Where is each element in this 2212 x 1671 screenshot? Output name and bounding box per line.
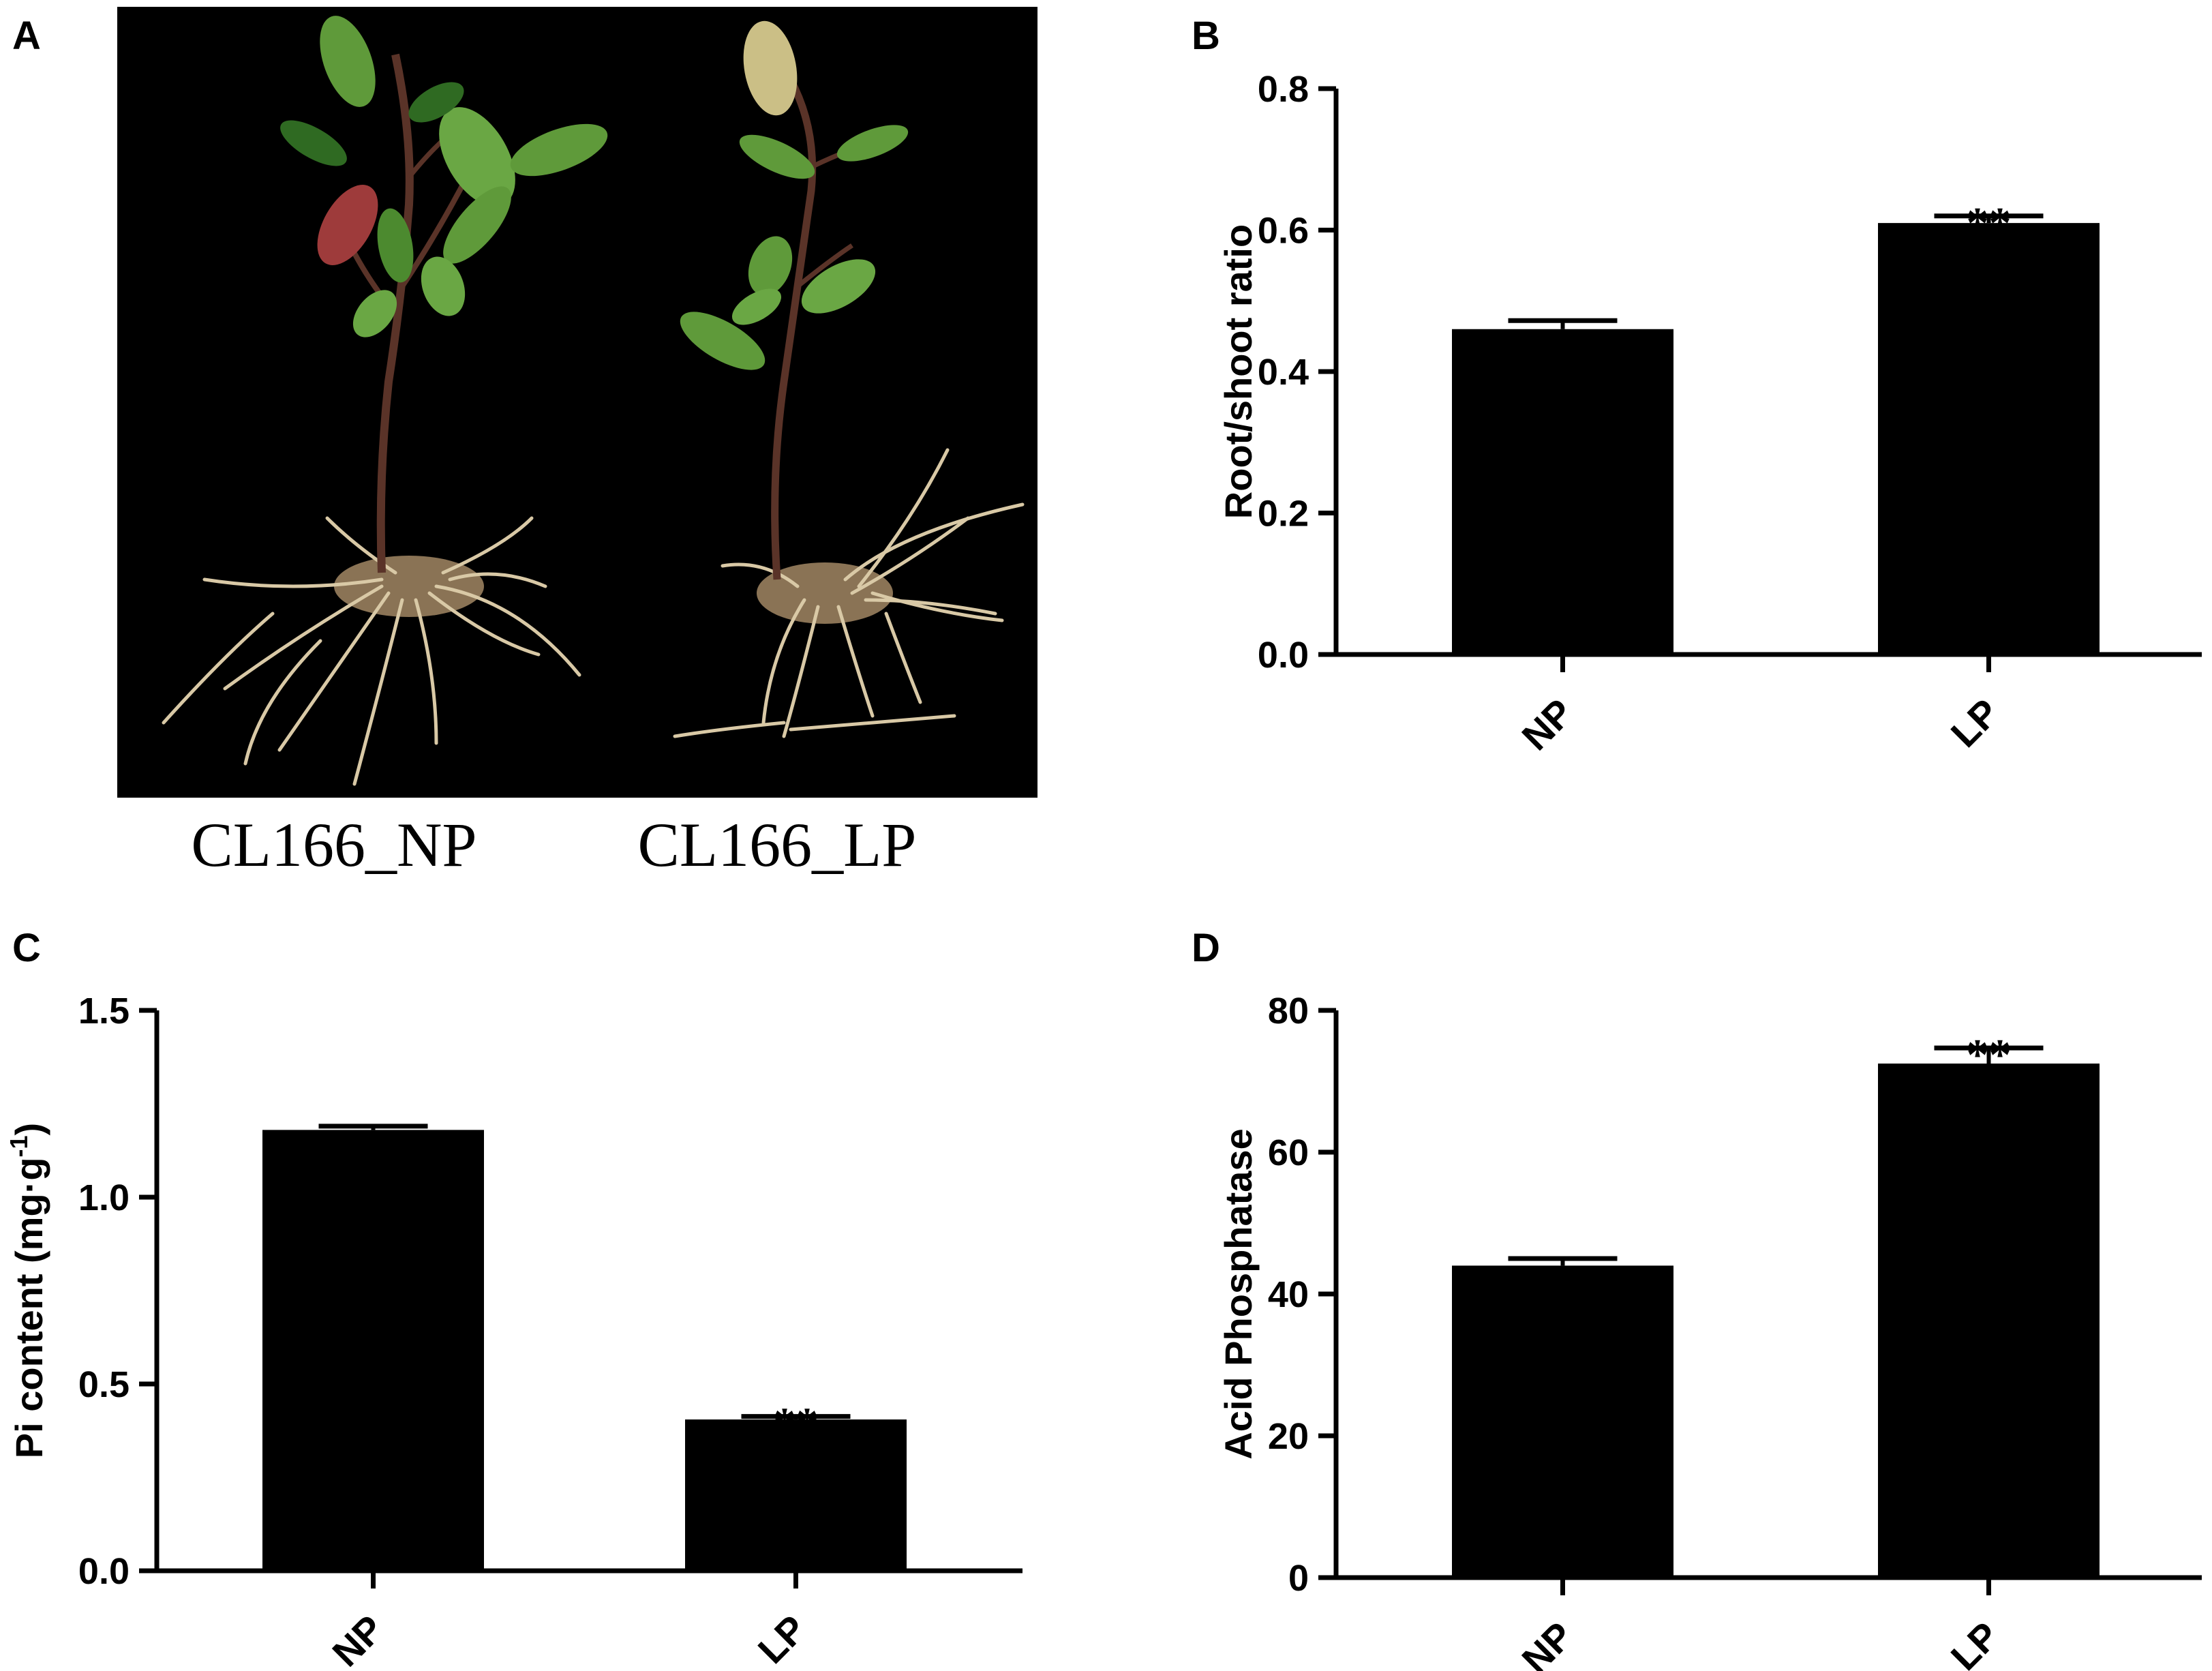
lp-leaf [748,236,793,296]
bar-np [262,1130,484,1571]
panel-label-c: C [12,926,41,970]
np-leaf [510,123,608,177]
significance-label: ** [1967,198,2012,248]
y-tick-label: 0.2 [1258,494,1309,535]
y-tick-label: 1.5 [78,991,130,1032]
lp-leaf [739,134,815,179]
x-tick-label: LP [1943,691,2008,755]
y-tick-label: 0 [1288,1558,1309,1599]
y-tick-label: 0.5 [78,1364,130,1405]
np-leaf [317,185,378,265]
chart-pi-content: Pi content (mg·g-1) 0.0 0.5 1.0 1.5 NP LP ** [5,991,1022,1671]
np-leaf [408,82,464,123]
bar-np [1452,329,1673,654]
bar-lp [1878,223,2100,654]
x-tick-label: NP [1513,691,1581,759]
y-axis-label: Pi content (mg·g-1) [5,1123,50,1458]
y-tick-label: 0.6 [1258,211,1309,252]
bar-lp [685,1419,907,1571]
lp-plant-roots [673,448,1025,738]
np-leaf [352,290,397,337]
lp-leaf [731,288,782,325]
panel-label-d: D [1192,926,1220,970]
y-axis-label: Root/shoot ratio [1217,224,1260,519]
y-tick-label: 0.0 [1258,635,1309,676]
x-tick-label: NP [324,1607,392,1671]
bar-lp [1878,1064,2100,1578]
chart-acid-phosphatase: Acid Phosphatase 0 20 40 60 80 NP LP ** [1217,991,2202,1671]
y-axis-label: Acid Phosphatase [1217,1128,1260,1459]
photo-caption-lp: CL166_LP [638,810,917,879]
y-tick-label: 0.4 [1258,352,1309,393]
x-tick-label: LP [1943,1614,2008,1671]
lp-leaf [801,259,876,314]
y-tick-label: 60 [1268,1132,1309,1173]
y-tick-label: 80 [1268,991,1309,1032]
np-leaf [280,120,347,166]
np-leaf [320,16,376,107]
np-leaf [439,107,515,207]
lp-leaf [836,125,909,162]
significance-label: ** [774,1399,819,1449]
y-tick-label: 0.8 [1258,69,1309,110]
y-tick-label: 40 [1268,1274,1309,1315]
panel-label-b: B [1192,14,1220,58]
y-tick-label: 1.0 [78,1177,130,1218]
bar-np [1452,1265,1673,1578]
np-leaf [377,208,414,283]
x-tick-label: LP [750,1607,815,1671]
lp-leaf [743,20,798,116]
lp-leaf [680,312,766,370]
chart-root-shoot-ratio: Root/shoot ratio 0.0 0.2 0.4 0.6 0.8 NP LP ** [1217,69,2202,758]
np-leaf [443,186,511,264]
np-plant-shoot [280,16,608,573]
significance-label: ** [1967,1030,2012,1080]
y-tick-label: 20 [1268,1416,1309,1457]
np-plant-roots [162,516,581,786]
panel-label-a: A [12,14,41,58]
np-leaf [421,256,466,316]
lp-plant-shoot [680,20,909,580]
photo-caption-np: CL166_NP [191,810,476,879]
x-tick-label: NP [1513,1614,1581,1671]
y-tick-label: 0.0 [78,1551,130,1592]
plant-photo: CL166_NP CL166_LP [117,7,1037,879]
